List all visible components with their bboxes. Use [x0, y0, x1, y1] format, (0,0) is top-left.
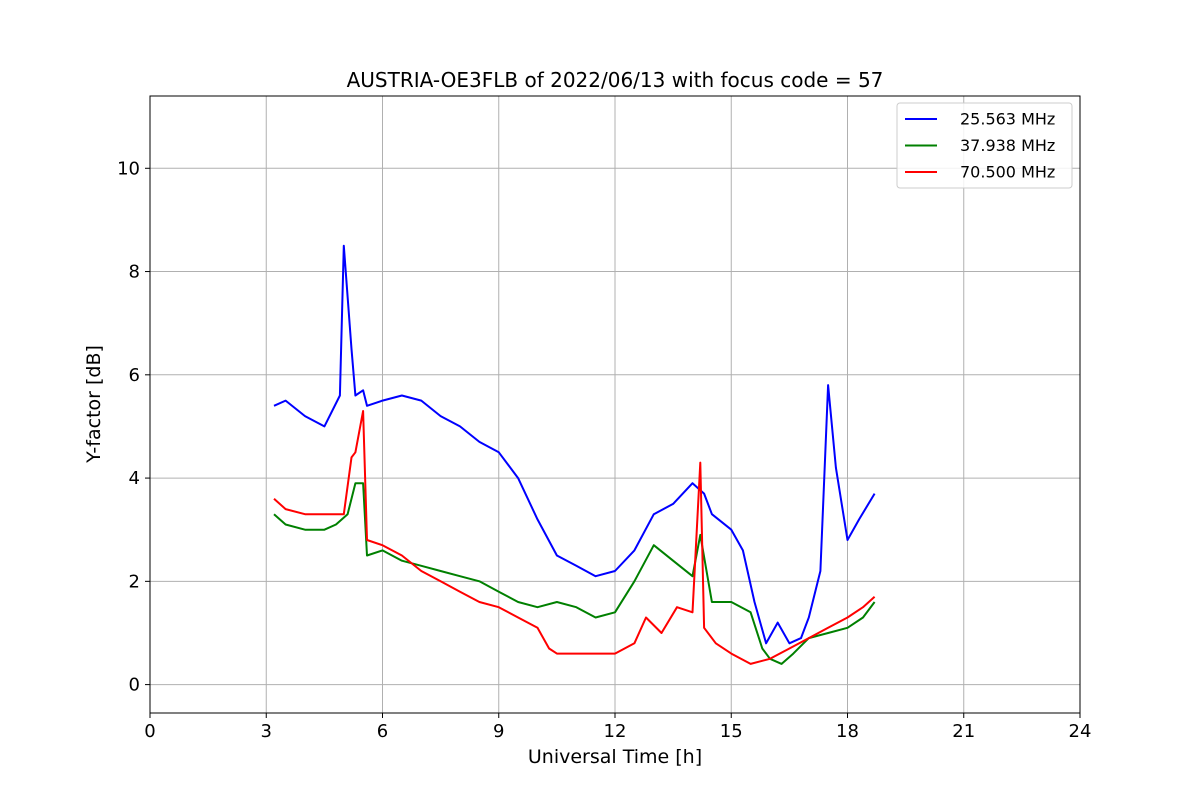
y-tick-label: 2	[129, 571, 140, 592]
x-tick-label: 15	[720, 721, 743, 742]
y-tick-label: 4	[129, 468, 140, 489]
chart-title: AUSTRIA-OE3FLB of 2022/06/13 with focus …	[347, 68, 884, 92]
x-tick-label: 24	[1069, 721, 1092, 742]
legend-label: 37.938 MHz	[960, 136, 1055, 155]
legend-box	[896, 102, 1073, 189]
series-line-3	[273, 410, 876, 665]
series-line-2	[273, 482, 876, 665]
y-tick-label: 6	[129, 365, 140, 386]
x-axis-label: Universal Time [h]	[528, 746, 702, 768]
y-tick-label: 10	[117, 158, 140, 179]
y-tick-label: 8	[129, 262, 140, 283]
legend: 25.563 MHz 37.938 MHz 70.500 MHz	[896, 102, 1073, 189]
x-tick-label: 0	[144, 721, 155, 742]
x-tick-label: 6	[377, 721, 388, 742]
series-line-1	[273, 244, 876, 645]
x-tick-label: 18	[836, 721, 859, 742]
series-lines	[273, 244, 876, 665]
x-tick-label: 21	[952, 721, 975, 742]
y-tick-label: 0	[129, 675, 140, 696]
x-tick-label: 3	[261, 721, 272, 742]
legend-label: 25.563 MHz	[960, 110, 1055, 129]
y-axis-label: Y-factor [dB]	[83, 345, 105, 464]
x-tick-label: 9	[493, 721, 504, 742]
x-tick-label: 12	[604, 721, 627, 742]
legend-label: 70.500 MHz	[960, 163, 1055, 182]
